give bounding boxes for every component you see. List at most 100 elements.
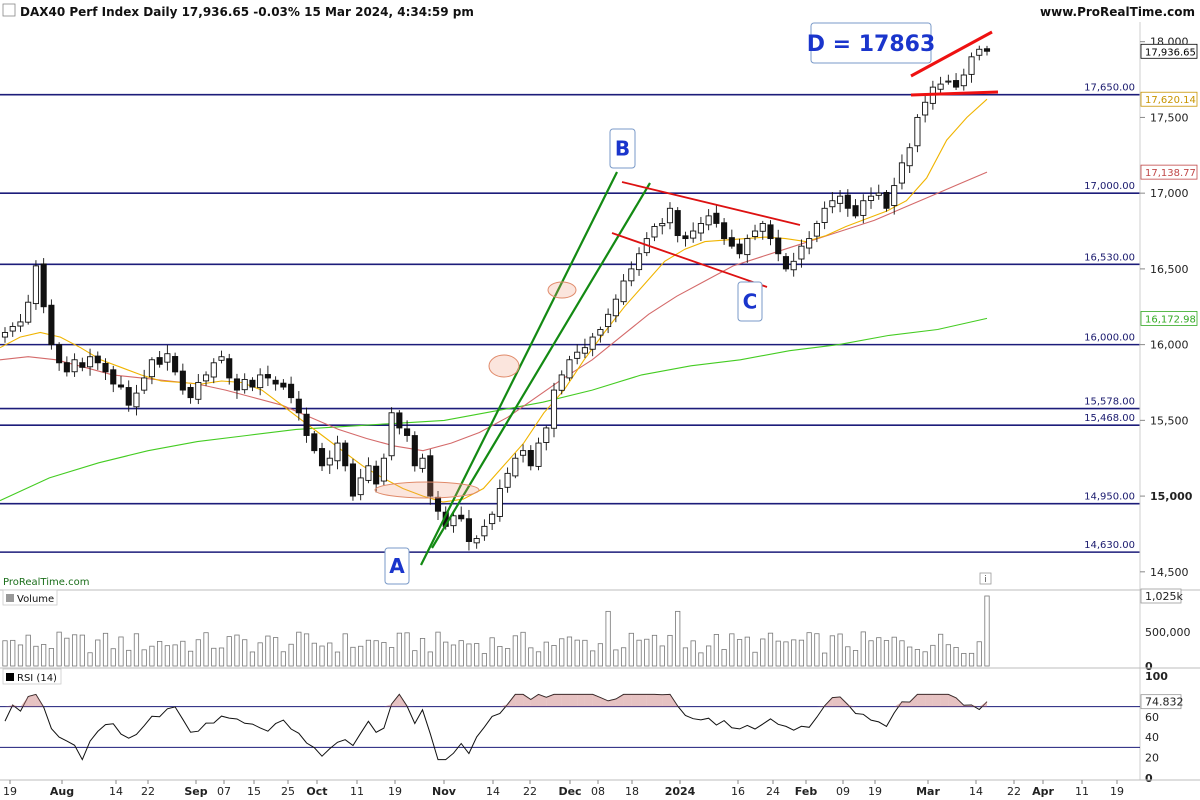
- candle[interactable]: [264, 365, 271, 387]
- candle[interactable]: [852, 199, 859, 219]
- candle[interactable]: [844, 189, 851, 217]
- candle[interactable]: [960, 68, 967, 91]
- candle[interactable]: [790, 252, 797, 277]
- candle[interactable]: [566, 355, 573, 381]
- candle[interactable]: [666, 202, 674, 230]
- wedge-lower-line[interactable]: [910, 90, 999, 97]
- candle[interactable]: [349, 458, 357, 501]
- candle[interactable]: [574, 344, 581, 365]
- candle[interactable]: [767, 220, 774, 246]
- candle[interactable]: [156, 351, 163, 368]
- flag-lower-line[interactable]: [611, 232, 768, 288]
- candle[interactable]: [651, 223, 658, 242]
- candle[interactable]: [605, 308, 612, 334]
- candle[interactable]: [63, 356, 70, 377]
- candle[interactable]: [512, 453, 519, 479]
- candle[interactable]: [821, 201, 828, 230]
- candle[interactable]: [496, 479, 503, 522]
- candle[interactable]: [489, 511, 496, 530]
- info-icon[interactable]: i: [979, 572, 992, 585]
- candle[interactable]: [922, 93, 929, 123]
- candle[interactable]: [117, 375, 125, 390]
- candle[interactable]: [914, 114, 921, 153]
- site-name[interactable]: www.ProRealTime.com: [1040, 5, 1195, 19]
- candle[interactable]: [71, 353, 78, 377]
- candle[interactable]: [697, 216, 704, 241]
- candle[interactable]: [976, 45, 983, 61]
- candle[interactable]: [937, 76, 944, 94]
- candle[interactable]: [968, 52, 975, 83]
- candle[interactable]: [775, 229, 782, 262]
- candle[interactable]: [759, 220, 766, 240]
- candle[interactable]: [736, 238, 743, 259]
- candle[interactable]: [674, 207, 681, 243]
- candle[interactable]: [728, 229, 735, 249]
- candle[interactable]: [288, 376, 295, 404]
- candle[interactable]: [272, 376, 279, 391]
- candle[interactable]: [295, 391, 302, 421]
- candle[interactable]: [983, 45, 991, 56]
- candle[interactable]: [357, 468, 364, 501]
- candle[interactable]: [705, 209, 712, 231]
- candle[interactable]: [906, 143, 913, 173]
- candle[interactable]: [79, 357, 86, 372]
- breakout-highlight[interactable]: [374, 481, 480, 499]
- candle[interactable]: [32, 260, 39, 310]
- candle[interactable]: [798, 239, 805, 268]
- candle[interactable]: [342, 440, 349, 472]
- candle[interactable]: [141, 369, 148, 394]
- candle[interactable]: [891, 177, 898, 215]
- candle[interactable]: [744, 234, 751, 263]
- candle[interactable]: [48, 299, 55, 350]
- candle[interactable]: [535, 437, 542, 471]
- candle[interactable]: [1, 327, 9, 343]
- candle[interactable]: [829, 192, 836, 214]
- candle[interactable]: [589, 332, 596, 357]
- candle[interactable]: [172, 352, 179, 376]
- candle[interactable]: [9, 322, 16, 337]
- candle[interactable]: [226, 353, 233, 385]
- candle[interactable]: [473, 535, 480, 549]
- candle[interactable]: [751, 224, 759, 241]
- channel-upper-line[interactable]: [431, 182, 651, 549]
- candle[interactable]: [125, 380, 132, 412]
- label-a[interactable]: A: [384, 547, 410, 585]
- candle[interactable]: [520, 444, 527, 463]
- candle[interactable]: [396, 410, 403, 435]
- candle[interactable]: [813, 220, 820, 243]
- candle[interactable]: [187, 384, 194, 404]
- breakout-highlight[interactable]: [547, 281, 577, 299]
- candle[interactable]: [713, 205, 720, 228]
- candle[interactable]: [94, 351, 101, 370]
- candle[interactable]: [411, 431, 418, 472]
- candle[interactable]: [87, 348, 94, 376]
- candle[interactable]: [218, 350, 225, 364]
- candle[interactable]: [875, 184, 882, 200]
- candle[interactable]: [56, 342, 63, 371]
- candle[interactable]: [550, 382, 558, 438]
- candle[interactable]: [17, 314, 24, 332]
- candle[interactable]: [543, 425, 550, 451]
- candle[interactable]: [628, 261, 635, 287]
- candle[interactable]: [110, 365, 117, 393]
- candle[interactable]: [458, 506, 465, 522]
- candle[interactable]: [690, 222, 697, 243]
- candle[interactable]: [721, 218, 728, 245]
- sma-20-line[interactable]: [0, 98, 988, 503]
- candle[interactable]: [303, 407, 310, 443]
- candle[interactable]: [945, 74, 952, 85]
- candle[interactable]: [210, 358, 217, 384]
- candle[interactable]: [659, 218, 666, 235]
- candle[interactable]: [782, 252, 790, 272]
- candle[interactable]: [133, 384, 140, 416]
- candle[interactable]: [953, 73, 960, 91]
- sma-200-line[interactable]: [0, 317, 988, 502]
- candle[interactable]: [806, 231, 813, 255]
- breakout-highlight[interactable]: [488, 354, 520, 378]
- candle[interactable]: [558, 370, 565, 395]
- candle[interactable]: [481, 519, 488, 541]
- candle[interactable]: [257, 368, 264, 396]
- candle[interactable]: [373, 460, 380, 493]
- candle[interactable]: [419, 453, 426, 473]
- label-b[interactable]: B: [609, 128, 636, 169]
